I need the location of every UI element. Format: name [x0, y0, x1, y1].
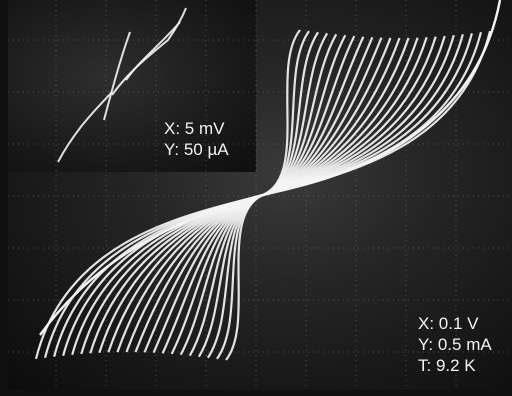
- inset-trace: [57, 91, 113, 163]
- inset-trace: [111, 7, 187, 96]
- iv-trace-envelope: [39, 0, 502, 336]
- main-scale-labels: X: 0.1 V Y: 0.5 mA T: 9.2 K: [418, 313, 492, 376]
- inset-iv-curves: [57, 7, 187, 163]
- inset-x-scale: X: 5 mV: [164, 119, 225, 138]
- inset-trace: [103, 31, 131, 121]
- inset-trace: [125, 21, 181, 81]
- inset-y-scale: Y: 50 µA: [164, 140, 229, 159]
- iv-curve-family: [34, 0, 502, 361]
- inset-scale-labels: X: 5 mV Y: 50 µA: [164, 118, 229, 160]
- main-x-scale: X: 0.1 V: [418, 314, 479, 333]
- temperature-readout: T: 9.2 K: [418, 356, 476, 375]
- inset-screen: [8, 0, 256, 172]
- main-y-scale: Y: 0.5 mA: [418, 335, 492, 354]
